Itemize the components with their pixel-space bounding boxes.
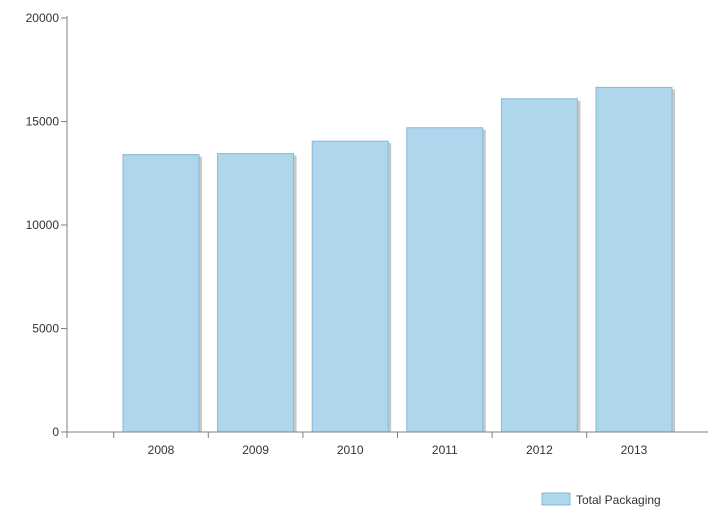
y-tick-label-5000: 5000 (32, 322, 59, 336)
bar-2011 (406, 127, 484, 433)
legend-swatch (541, 492, 571, 506)
bar-2009 (217, 153, 295, 433)
y-tick-label-0: 0 (52, 425, 59, 439)
x-tick-label-2012: 2012 (526, 443, 553, 457)
x-tick-label-2008: 2008 (148, 443, 175, 457)
bar-2012 (500, 98, 578, 433)
y-tick-label-10000: 10000 (26, 218, 60, 232)
legend: Total Packaging (541, 492, 661, 507)
x-tick-label-2011: 2011 (432, 443, 458, 457)
x-tick-label-2013: 2013 (621, 443, 648, 457)
legend-label: Total Packaging (576, 493, 661, 507)
bar-2010 (311, 140, 389, 433)
x-tick-label-2010: 2010 (337, 443, 364, 457)
y-tick-label-20000: 20000 (26, 11, 60, 25)
bar-2008 (122, 154, 200, 433)
x-tick-label-2009: 2009 (242, 443, 269, 457)
axes-layer: 0 5000 10000 15000 20000 2008 2009 2010 2011 2012… (26, 11, 708, 457)
bar-2013 (595, 86, 673, 433)
y-tick-label-15000: 15000 (26, 115, 60, 129)
bars-layer (122, 86, 675, 433)
